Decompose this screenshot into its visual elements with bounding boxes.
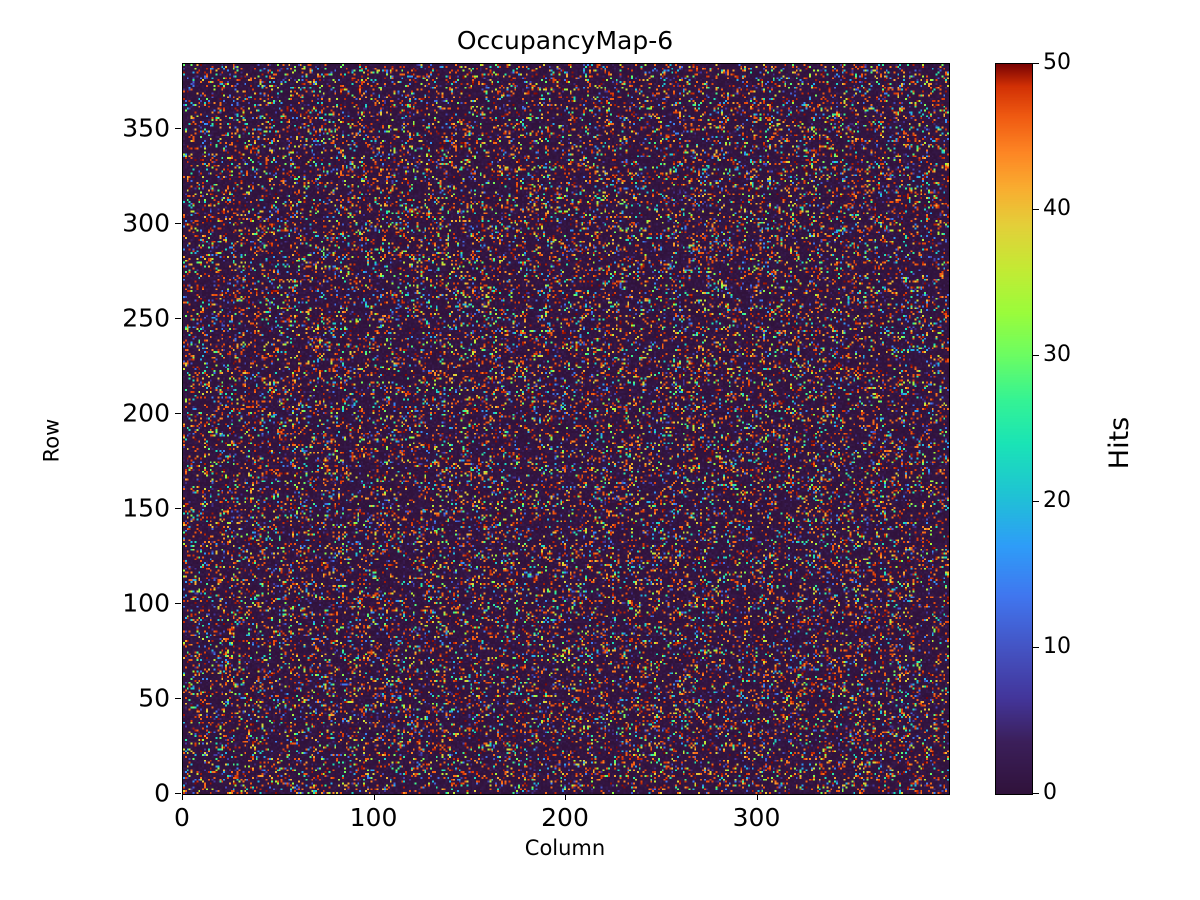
colorbar-tick-mark: [1033, 793, 1039, 795]
y-tick-label: 50: [138, 683, 170, 713]
y-axis-label: Row: [39, 418, 64, 463]
colorbar-tick-label: 20: [1043, 488, 1071, 513]
y-tick-label: 250: [122, 303, 170, 333]
x-tick-mark: [756, 794, 758, 800]
y-tick-label: 350: [122, 113, 170, 143]
heatmap-axes: [182, 63, 950, 795]
colorbar-tick-mark: [1033, 647, 1039, 649]
x-tick-label: 200: [541, 803, 589, 832]
colorbar-tick-label: 30: [1043, 342, 1071, 367]
y-tick-label: 0: [154, 778, 170, 808]
y-tick-mark: [175, 127, 181, 129]
y-tick-mark: [175, 697, 181, 700]
colorbar-tick-mark: [1033, 63, 1039, 65]
colorbar-gradient: [996, 64, 1032, 794]
colorbar-tick-label: 40: [1043, 196, 1071, 221]
x-tick-label: 100: [349, 803, 398, 832]
colorbar-tick-mark: [1033, 355, 1039, 357]
colorbar-tick-mark: [1033, 209, 1039, 211]
x-axis-label: Column: [524, 836, 606, 860]
colorbar-label: Hits: [1104, 416, 1135, 470]
x-tick-mark: [565, 794, 567, 800]
occupancy-heatmap: [183, 64, 949, 794]
y-tick-label: 100: [122, 588, 170, 618]
x-tick-mark: [373, 794, 375, 800]
y-tick-mark: [175, 412, 181, 414]
y-tick-label: 300: [122, 208, 170, 238]
x-tick-mark: [182, 794, 184, 800]
y-tick-mark: [175, 507, 181, 510]
colorbar-tick-label: 10: [1043, 634, 1071, 659]
x-tick-label: 0: [174, 803, 190, 832]
colorbar-tick-label: 0: [1043, 780, 1057, 805]
y-tick-mark: [175, 793, 181, 795]
colorbar-tick-mark: [1033, 501, 1039, 503]
y-tick-mark: [175, 602, 181, 605]
page-title: OccupancyMap-6: [456, 26, 674, 55]
y-tick-label: 150: [122, 493, 170, 523]
y-tick-mark: [175, 222, 181, 224]
x-tick-label: 300: [732, 803, 781, 832]
y-tick-label: 200: [122, 398, 170, 428]
colorbar: [995, 63, 1033, 795]
colorbar-tick-label: 50: [1043, 50, 1071, 75]
y-tick-mark: [175, 317, 181, 319]
